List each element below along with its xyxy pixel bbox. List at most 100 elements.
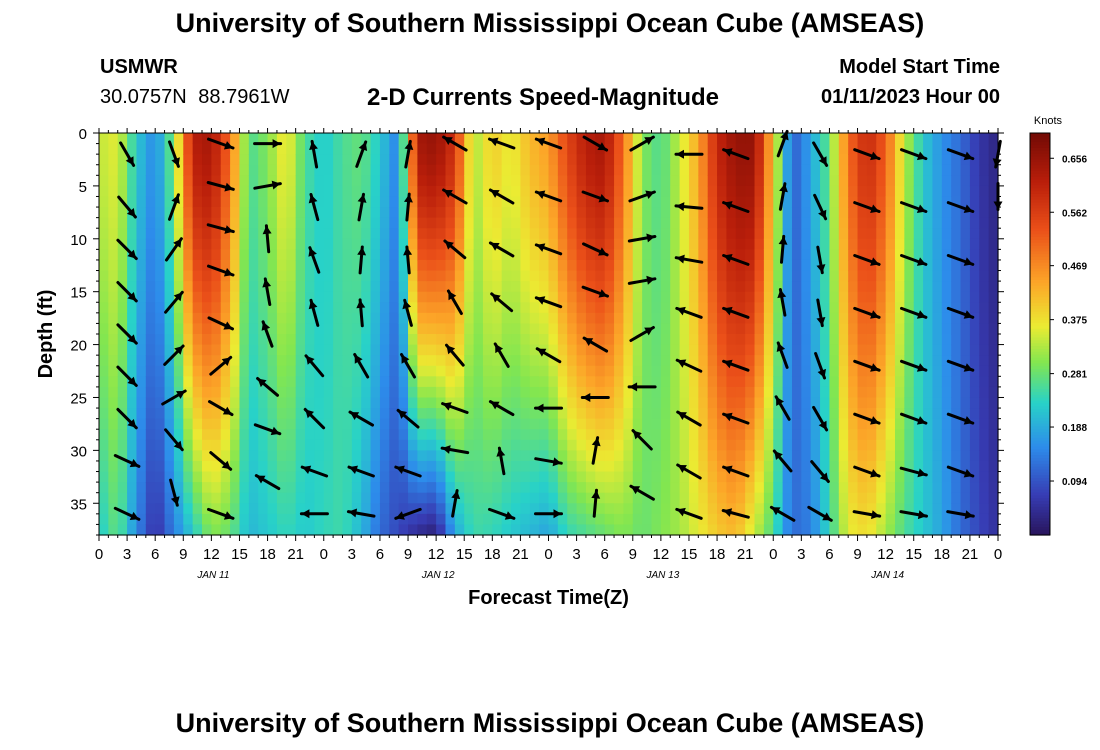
heatmap-cell	[941, 397, 952, 409]
current-vector	[404, 192, 413, 222]
heatmap-cell	[108, 460, 119, 473]
heatmap-cell	[585, 238, 596, 250]
heatmap-cell	[604, 175, 615, 187]
colorbar-cell	[1030, 368, 1050, 372]
heatmap-cell	[108, 154, 119, 166]
heatmap-cell	[923, 302, 934, 314]
current-vector	[722, 465, 750, 478]
heatmap-cell	[679, 291, 690, 303]
heatmap-cell	[829, 196, 840, 208]
heatmap-cell	[745, 143, 756, 155]
heatmap-cell	[230, 143, 241, 155]
heatmap-cell	[529, 355, 540, 367]
heatmap-cell	[211, 408, 222, 420]
heatmap-cell	[342, 196, 353, 208]
vector-head	[916, 257, 926, 266]
heatmap-cell	[707, 249, 718, 261]
heatmap-cell	[651, 228, 662, 240]
heatmap-cell	[866, 439, 877, 451]
current-vector	[946, 306, 975, 319]
heatmap-cell	[230, 281, 241, 293]
vector-head	[723, 148, 733, 157]
heatmap-cell	[267, 164, 278, 176]
heatmap-cell	[585, 143, 596, 155]
heatmap-cell	[782, 513, 793, 526]
heatmap-cell	[660, 270, 671, 282]
current-vector	[488, 400, 515, 417]
heatmap-cell	[979, 281, 990, 293]
heatmap-cell	[660, 196, 671, 208]
heatmap-cell	[370, 524, 381, 536]
heatmap-cell	[426, 365, 437, 377]
heatmap-cell	[614, 217, 625, 229]
heatmap-cell	[894, 397, 905, 409]
heatmap-cell	[436, 133, 447, 145]
heatmap-cell	[820, 302, 831, 314]
heatmap-cell	[117, 460, 128, 473]
heatmap-cell	[745, 302, 756, 314]
heatmap-cell	[885, 513, 896, 526]
colorbar-cell	[1030, 210, 1050, 214]
heatmap-cell	[660, 154, 671, 166]
heatmap-cell	[642, 175, 653, 187]
heatmap-cell	[595, 270, 606, 282]
heatmap-cell	[323, 450, 334, 462]
vector-head	[778, 236, 788, 245]
heatmap-cell	[894, 524, 905, 536]
heatmap-cell	[482, 503, 493, 515]
vector-head	[308, 194, 318, 204]
heatmap-cell	[398, 418, 409, 430]
heatmap-cell	[894, 482, 905, 494]
colorbar-cell	[1030, 230, 1050, 235]
heatmap-cell	[894, 450, 905, 462]
heatmap-cell	[370, 323, 381, 335]
heatmap-cell	[614, 238, 625, 250]
heatmap-cell	[136, 365, 147, 377]
heatmap-cell	[314, 513, 325, 526]
heatmap-cell	[745, 439, 756, 451]
heatmap-cell	[707, 429, 718, 441]
day-label: JAN 12	[421, 570, 455, 581]
heatmap-cell	[267, 238, 278, 250]
heatmap-cell	[820, 524, 831, 536]
heatmap-cell	[763, 291, 774, 303]
heatmap-cell	[117, 471, 128, 483]
heatmap-cell	[295, 281, 306, 293]
heatmap-cell	[773, 524, 784, 536]
vector-head	[916, 310, 926, 319]
heatmap-cell	[501, 259, 512, 272]
heatmap-cell	[436, 154, 447, 166]
heatmap-cell	[848, 471, 859, 483]
heatmap-cell	[866, 302, 877, 314]
heatmap-cell	[520, 217, 531, 229]
heatmap-cell	[688, 439, 699, 451]
heatmap-cell	[932, 133, 943, 145]
heatmap-cell	[688, 196, 699, 208]
vector-head	[723, 254, 733, 263]
heatmap-cell	[979, 482, 990, 494]
heatmap-cell	[838, 418, 849, 430]
heatmap-cell	[408, 133, 418, 145]
heatmap-cell	[436, 281, 447, 293]
heatmap-cell	[211, 482, 222, 494]
heatmap-cell	[820, 281, 831, 293]
heatmap-cell	[482, 482, 493, 494]
heatmap-cell	[501, 207, 512, 219]
heatmap-cell	[782, 154, 793, 166]
heatmap-cell	[286, 460, 297, 473]
heatmap-cell	[145, 281, 156, 293]
heatmap-cell	[220, 450, 231, 462]
heatmap-cell	[979, 450, 990, 462]
vector-head	[495, 343, 504, 354]
heatmap-cell	[192, 249, 203, 261]
heatmap-cell	[529, 185, 540, 198]
heatmap-cell	[539, 471, 550, 483]
heatmap-cell	[192, 259, 203, 272]
y-tick-label: 0	[79, 126, 87, 143]
heatmap-cell	[548, 376, 559, 388]
heatmap-cell	[576, 154, 587, 166]
heatmap-cell	[688, 503, 699, 515]
heatmap-cell	[239, 386, 250, 399]
heatmap-cell	[829, 492, 840, 504]
heatmap-cell	[941, 185, 952, 198]
